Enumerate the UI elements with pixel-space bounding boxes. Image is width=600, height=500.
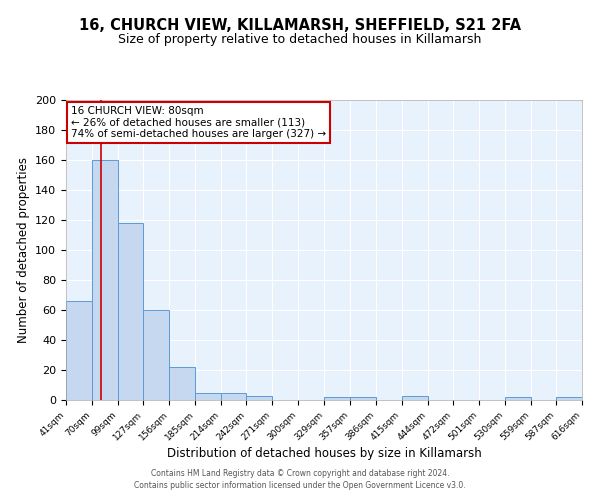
Bar — [247, 396, 272, 400]
Bar — [221, 392, 247, 400]
Bar — [118, 223, 143, 400]
Text: Contains public sector information licensed under the Open Government Licence v3: Contains public sector information licen… — [134, 481, 466, 490]
Y-axis label: Number of detached properties: Number of detached properties — [17, 157, 29, 343]
Bar — [66, 301, 92, 400]
Bar — [195, 392, 221, 400]
Bar — [350, 397, 376, 400]
Text: 16, CHURCH VIEW, KILLAMARSH, SHEFFIELD, S21 2FA: 16, CHURCH VIEW, KILLAMARSH, SHEFFIELD, … — [79, 18, 521, 32]
Bar — [401, 396, 428, 400]
Bar — [92, 160, 118, 400]
Bar — [505, 397, 531, 400]
Text: 16 CHURCH VIEW: 80sqm
← 26% of detached houses are smaller (113)
74% of semi-det: 16 CHURCH VIEW: 80sqm ← 26% of detached … — [71, 106, 326, 139]
X-axis label: Distribution of detached houses by size in Killamarsh: Distribution of detached houses by size … — [167, 448, 481, 460]
Text: Size of property relative to detached houses in Killamarsh: Size of property relative to detached ho… — [118, 32, 482, 46]
Bar — [556, 397, 582, 400]
Bar — [169, 367, 195, 400]
Bar — [143, 310, 169, 400]
Text: Contains HM Land Registry data © Crown copyright and database right 2024.: Contains HM Land Registry data © Crown c… — [151, 468, 449, 477]
Bar — [325, 397, 350, 400]
